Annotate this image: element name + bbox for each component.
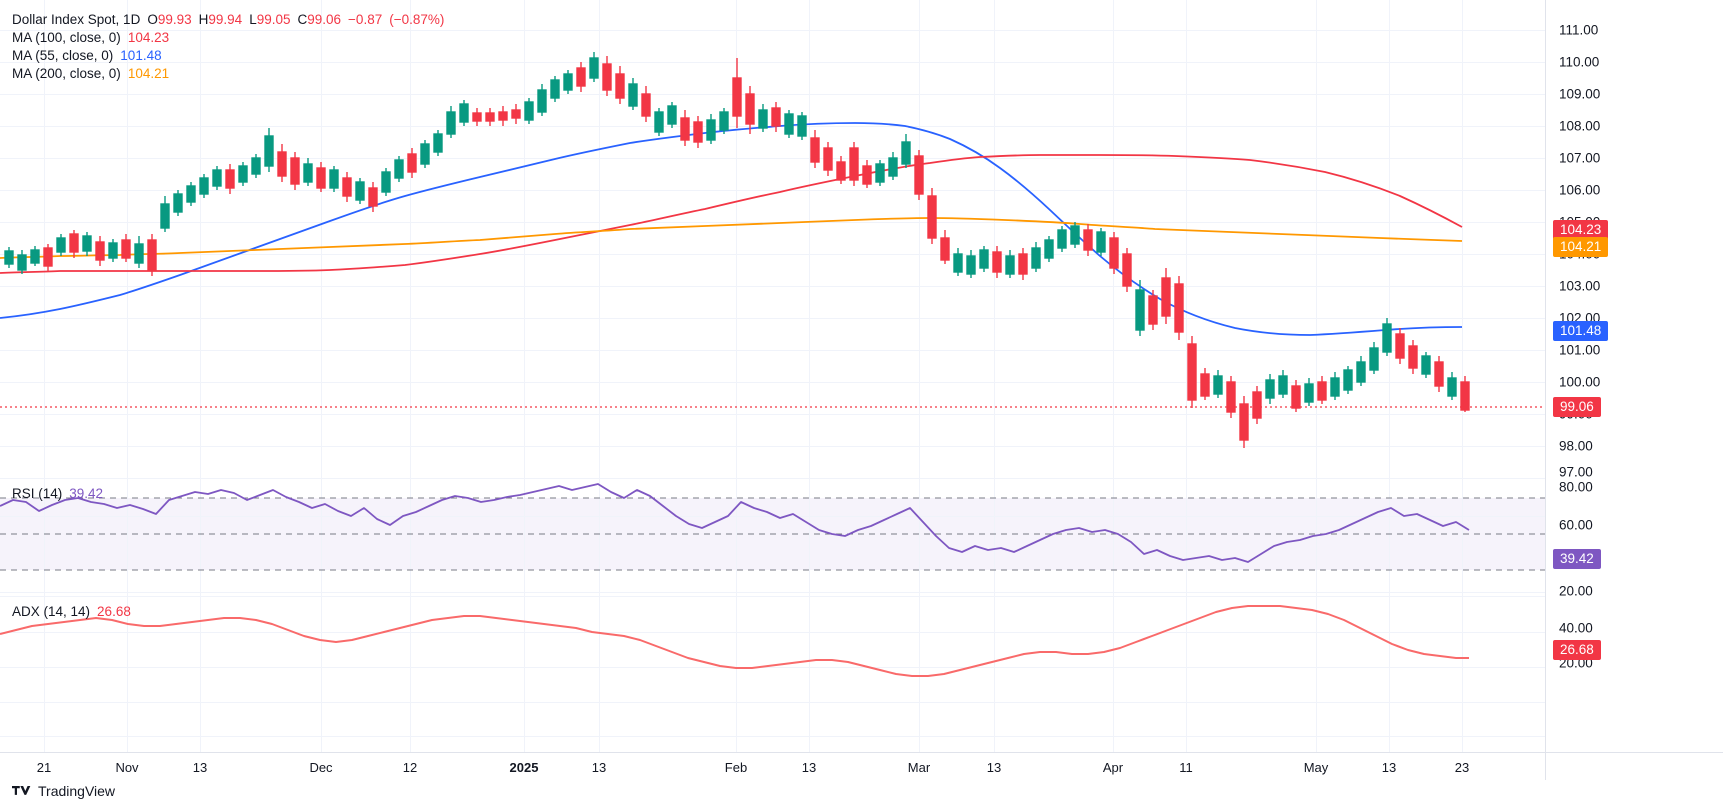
price-tick-101: 101.00 [1559,342,1601,358]
time-tick-6: 13 [591,760,607,775]
price-tick-103: 103.00 [1559,278,1601,294]
rsi-tick-80: 80.00 [1559,479,1593,495]
time-tick-8: 13 [801,760,817,775]
time-tick-11: Apr [1102,760,1124,775]
price-tick-108: 108.00 [1559,118,1601,134]
candlestick-series [4,52,1470,448]
time-tick-13: May [1303,760,1329,775]
price-tick-97: 97.00 [1559,464,1593,480]
rsi-line [0,483,1470,563]
adx-gridlines [0,596,1545,737]
tradingview-logo-icon [12,786,31,795]
adx-line [0,605,1469,677]
time-tick-5: 2025 [509,760,539,775]
price-tick-109: 109.00 [1559,86,1601,102]
time-tick-3: Dec [309,760,333,775]
ma200-price-badge[interactable]: 104.21 [1553,237,1609,257]
adx-tick-40-upper: 40.00 [1559,620,1593,636]
adx-axis-divider [1545,596,1546,752]
rsi-axis-divider [1545,478,1546,596]
rsi-value-badge[interactable]: 39.42 [1553,549,1601,569]
price-tick-98: 98.00 [1559,438,1593,454]
ma55-price-badge[interactable]: 101.48 [1553,321,1609,341]
ma55-line [0,122,1463,336]
time-tick-14: 13 [1381,760,1397,775]
time-tick-9: Mar [907,760,931,775]
footer: TradingView [0,781,1723,803]
price-tick-110: 110.00 [1559,54,1600,70]
rsi-tick-20: 20.00 [1559,583,1593,599]
rsi-tick-60: 60.00 [1559,517,1593,533]
time-tick-12: 11 [1179,760,1193,775]
time-tick-10: 13 [986,760,1002,775]
time-tick-0: 21 [36,760,52,775]
rsi-gridlines [0,478,1545,593]
tradingview-logo-text: TradingView [38,783,116,799]
time-tick-7: Feb [724,760,748,775]
time-axis-divider [1545,753,1546,780]
price-pane[interactable]: Dollar Index Spot, 1D O99.93 H99.94 L99.05 C… [0,0,1545,478]
price-plot-area[interactable] [0,0,1545,478]
price-tick-100: 100.00 [1559,374,1601,390]
rsi-axis[interactable]: 80.00 60.00 20.00 39.42 [1545,478,1723,599]
last-price-badge[interactable]: 99.06 [1553,397,1601,417]
tradingview-branding[interactable]: TradingView [12,783,115,799]
price-tick-111: 111.00 [1559,22,1599,38]
adx-axis[interactable]: 60.00 40.00 20.00 26.68 [1545,596,1723,752]
adx-plot-area[interactable] [0,596,1545,752]
rsi-plot-area[interactable] [0,478,1545,596]
time-tick-2: 13 [192,760,208,775]
price-chart-svg [0,0,1545,478]
price-vgridlines [44,0,1463,478]
price-gridlines [0,30,1545,447]
time-tick-15: 23 [1454,760,1470,775]
price-axis-divider [1545,0,1546,478]
ma100-price-badge[interactable]: 104.23 [1553,220,1609,240]
price-tick-106: 106.00 [1559,182,1601,198]
adx-vgridlines [44,596,1463,752]
ma200-line [0,217,1463,259]
rsi-pane[interactable]: RSI (14) 39.42 [0,478,1545,596]
time-axis[interactable]: 21 Nov 13 Dec 12 2025 13 Feb 13 Mar 13 A… [0,752,1723,780]
adx-pane[interactable]: ADX (14, 14) 26.68 [0,596,1545,752]
rsi-chart-svg [0,478,1545,596]
adx-value-badge[interactable]: 26.68 [1553,640,1601,660]
adx-chart-svg [0,596,1545,752]
price-tick-107: 107.00 [1559,150,1601,166]
time-tick-1: Nov [115,760,139,775]
price-axis[interactable]: 111.00 110.00 109.00 108.00 107.00 106.0… [1545,0,1723,480]
ma100-line [0,154,1463,274]
time-tick-4: 12 [402,760,418,775]
